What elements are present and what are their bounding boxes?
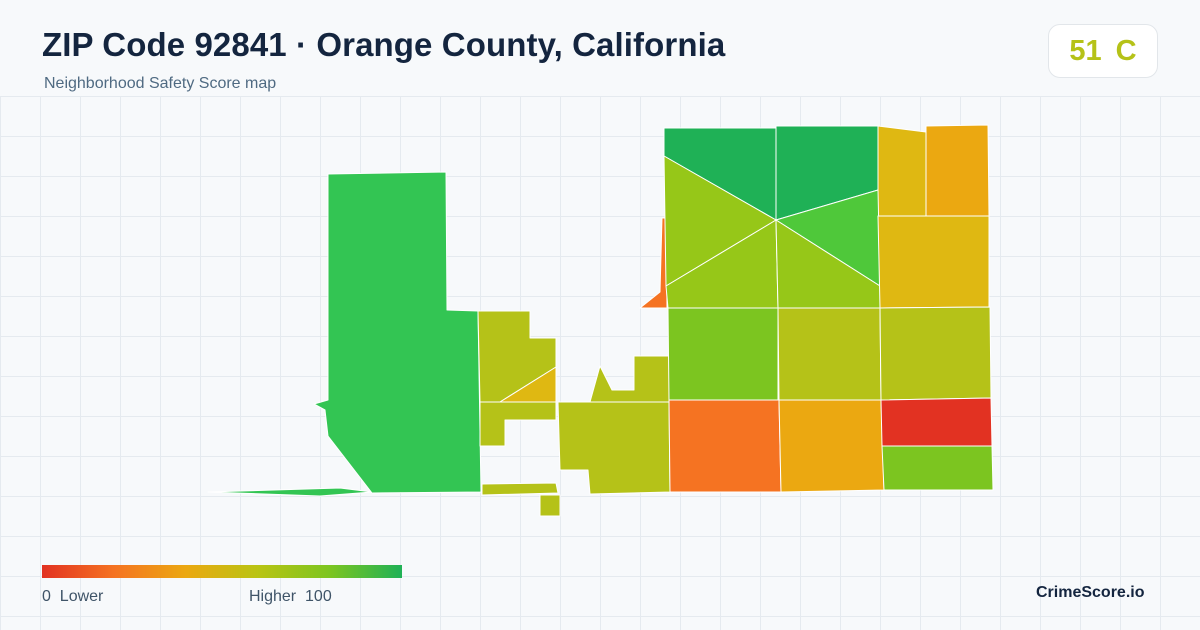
page-subtitle: Neighborhood Safety Score map xyxy=(44,75,277,92)
legend-high-label: Higher 100 xyxy=(249,588,332,606)
score-value: 51 xyxy=(1069,34,1102,67)
map-region-orange-spike[interactable] xyxy=(639,217,668,309)
legend-low-label: 0 Lower xyxy=(42,588,103,606)
map-region-west[interactable] xyxy=(313,171,482,494)
map-region-central-north[interactable] xyxy=(589,355,670,403)
map-region-mid-strip[interactable] xyxy=(481,482,559,496)
map-region-mid-dot[interactable] xyxy=(539,494,561,517)
map-region-row3-1[interactable] xyxy=(668,399,782,493)
safety-score-badge: 51 C xyxy=(1048,24,1158,78)
map-region-row3-4[interactable] xyxy=(881,445,994,491)
map-region-east-1[interactable] xyxy=(877,215,990,309)
map-region-west-sliver[interactable] xyxy=(207,487,373,497)
map-region-row2-2[interactable] xyxy=(777,307,882,401)
map-region-north-4[interactable] xyxy=(925,124,990,217)
legend-high-value: 100 xyxy=(305,588,332,605)
map-region-row3-2[interactable] xyxy=(778,399,885,493)
map-region-row3-red[interactable] xyxy=(880,397,993,447)
legend-low-value: 0 xyxy=(42,588,51,605)
legend-gradient-bar xyxy=(42,565,402,578)
map-region-row2-1[interactable] xyxy=(667,307,779,401)
score-grade: C xyxy=(1115,34,1137,67)
legend-high-text: Higher xyxy=(249,588,297,605)
map-region-row2-3[interactable] xyxy=(879,306,992,401)
legend-low-text: Lower xyxy=(59,588,104,605)
page-title: ZIP Code 92841 · Orange County, Californ… xyxy=(42,26,726,63)
brand-logo-text: CrimeScore.io xyxy=(1036,584,1145,601)
map-region-mid-c[interactable] xyxy=(479,401,557,447)
header-background xyxy=(0,0,1200,96)
map-region-north-3[interactable] xyxy=(877,125,927,217)
map-region-central[interactable] xyxy=(557,401,671,495)
